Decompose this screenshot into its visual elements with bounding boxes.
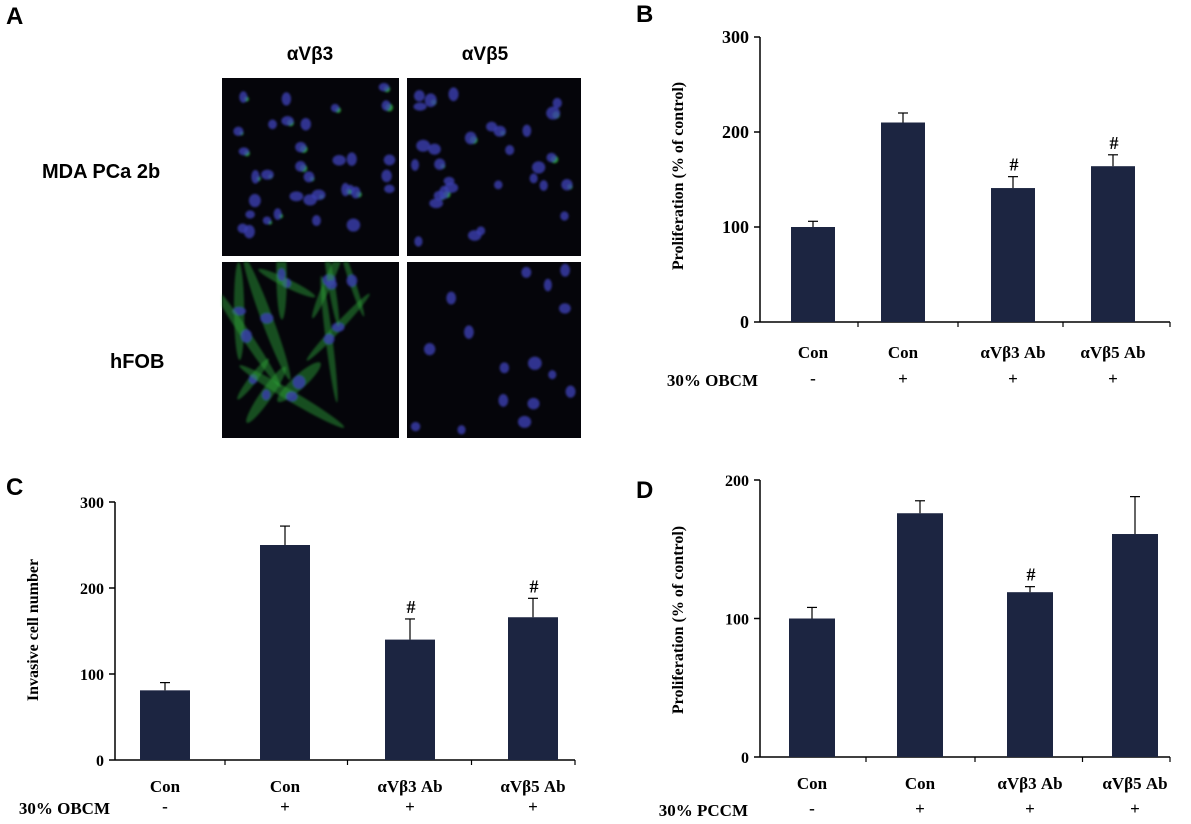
- category-label: αVβ5 Ab: [1080, 343, 1145, 362]
- y-tick-label: 100: [722, 217, 749, 237]
- condition-value: -: [162, 797, 168, 816]
- cell-cluster: [222, 262, 370, 428]
- column-header-avb3: αVβ3: [287, 44, 334, 65]
- condition-label: 30% PCCM: [659, 801, 748, 820]
- y-tick-label: 200: [80, 581, 104, 598]
- bar: [789, 618, 835, 757]
- y-axis-label: Proliferation (% of control): [670, 526, 687, 714]
- bar: [991, 188, 1035, 322]
- bar: [1112, 534, 1158, 757]
- category-label: αVβ5 Ab: [1102, 774, 1167, 793]
- bar: [881, 122, 925, 322]
- y-tick-label: 300: [722, 27, 749, 47]
- category-label: Con: [797, 774, 828, 793]
- bar: [260, 545, 310, 760]
- y-axis-label: Invasive cell number: [25, 559, 42, 701]
- bar: [791, 227, 835, 322]
- y-tick-label: 0: [741, 750, 749, 767]
- category-label: αVβ3 Ab: [377, 777, 442, 796]
- bar: [385, 639, 435, 760]
- condition-value: +: [280, 797, 290, 816]
- column-header-avb5: αVβ5: [462, 44, 509, 65]
- row-label-mda-pca-2b: MDA PCa 2b: [42, 161, 160, 183]
- significance-marker: #: [530, 576, 539, 596]
- cell-cluster: [410, 263, 576, 435]
- panel-letter-c: C: [6, 474, 23, 501]
- category-label: Con: [150, 777, 181, 796]
- panel-letter-b: B: [636, 1, 653, 28]
- bar: [1007, 592, 1053, 757]
- chart-panel-b: 0 100 200 300 Proliferation (% of control) Co…: [667, 27, 1171, 390]
- condition-value: +: [1130, 799, 1140, 818]
- condition-label: 30% OBCM: [19, 799, 110, 818]
- condition-value: +: [898, 369, 908, 388]
- y-tick-label: 0: [740, 312, 749, 332]
- y-tick-label: 100: [80, 667, 104, 684]
- cell-cluster: [411, 87, 573, 247]
- bar: [1091, 166, 1135, 322]
- bar: [508, 617, 558, 760]
- significance-marker: #: [1027, 565, 1036, 585]
- significance-marker: #: [407, 597, 416, 617]
- row-label-hfob: hFOB: [110, 351, 164, 373]
- condition-value: +: [915, 799, 925, 818]
- category-label: Con: [888, 343, 919, 362]
- condition-value: +: [1008, 369, 1018, 388]
- y-tick-label: 300: [80, 495, 104, 512]
- panel-a-micrographs: αVβ3 αVβ5 MDA PCa 2b hFOB: [42, 44, 581, 438]
- condition-label: 30% OBCM: [667, 371, 758, 390]
- panel-letter-a: A: [6, 3, 23, 30]
- bar: [897, 513, 943, 757]
- y-tick-label: 200: [722, 122, 749, 142]
- condition-value: -: [809, 799, 815, 818]
- condition-value: +: [1108, 369, 1118, 388]
- category-label: Con: [798, 343, 829, 362]
- condition-value: +: [528, 797, 538, 816]
- y-tick-label: 100: [725, 612, 749, 629]
- significance-marker: #: [1010, 155, 1019, 175]
- bar: [140, 690, 190, 760]
- condition-value: +: [1025, 799, 1035, 818]
- category-label: Con: [270, 777, 301, 796]
- significance-marker: #: [1110, 133, 1119, 153]
- condition-value: -: [810, 369, 816, 388]
- category-label: αVβ3 Ab: [980, 343, 1045, 362]
- category-label: Con: [905, 774, 936, 793]
- y-tick-label: 0: [96, 753, 104, 770]
- micrograph-hfob-avb5: [407, 262, 581, 438]
- y-axis-label: Proliferation (% of control): [670, 82, 687, 270]
- condition-value: +: [405, 797, 415, 816]
- cell-cluster: [233, 82, 396, 239]
- category-label: αVβ5 Ab: [500, 777, 565, 796]
- panel-letter-d: D: [636, 477, 653, 504]
- chart-panel-d: 0 100 200 Proliferation (% of control) Con - C…: [659, 473, 1171, 820]
- y-tick-label: 200: [725, 473, 749, 490]
- category-label: αVβ3 Ab: [997, 774, 1062, 793]
